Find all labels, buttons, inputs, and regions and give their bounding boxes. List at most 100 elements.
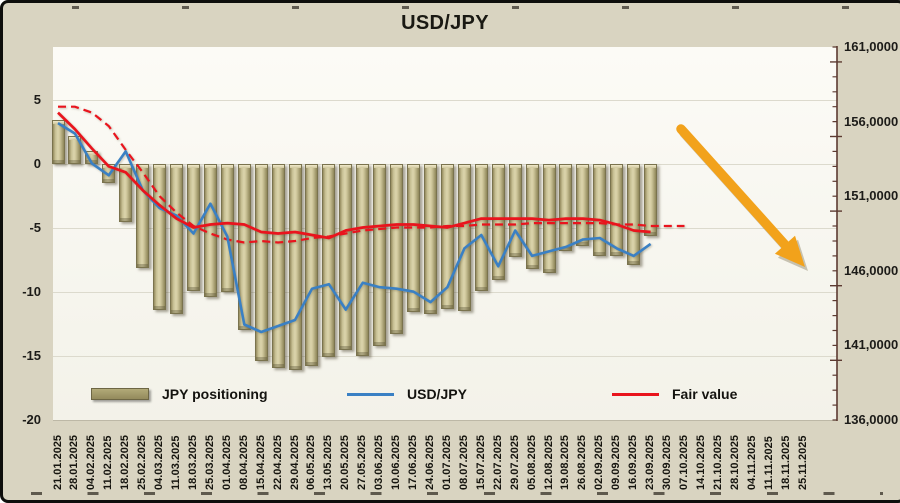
x-axis-date-label: 08.04.2025	[237, 434, 250, 490]
bar-jpy-positioning	[407, 164, 421, 313]
x-axis-date-label: 01.07.2025	[440, 434, 453, 490]
left-axis-tick-label: -5	[29, 220, 41, 235]
legend-item-jpy-positioning: JPY positioning	[91, 382, 268, 406]
bar-jpy-positioning	[288, 164, 302, 371]
legend-label: JPY positioning	[162, 386, 268, 402]
bar-jpy-positioning	[51, 120, 65, 164]
bar-jpy-positioning	[220, 164, 234, 292]
x-axis-date-label: 01.04.2025	[220, 434, 233, 490]
x-axis-date-label: 24.06.2025	[424, 434, 436, 490]
x-axis-date-label: 05.08.2025	[525, 434, 538, 490]
bar-jpy-positioning	[508, 164, 522, 258]
left-axis-tick-label: 0	[33, 156, 41, 171]
x-axis-date-label: 12.08.2025	[542, 434, 555, 490]
x-axis-date-label: 19.08.2025	[559, 434, 572, 490]
x-axis-date-label: 28.10.2025	[728, 434, 741, 490]
x-axis-date-label: 09.09.2025	[610, 434, 623, 490]
bar-jpy-positioning	[559, 164, 573, 252]
bar-jpy-positioning	[68, 135, 82, 164]
bar-jpy-positioning	[424, 164, 437, 314]
bar-jpy-positioning	[644, 164, 658, 236]
bar-jpy-positioning	[610, 164, 624, 257]
x-axis-date-label: 18.03.2025	[186, 434, 199, 490]
bar-jpy-positioning	[136, 164, 150, 268]
right-axis-tick-label: 136,0000	[844, 412, 899, 427]
bar-jpy-positioning	[542, 164, 556, 273]
left-axis-tick-label: -20	[22, 412, 41, 427]
x-axis-date-label: 14.10.2025	[694, 434, 707, 490]
gridline	[53, 356, 837, 357]
bar-jpy-positioning	[491, 164, 505, 281]
right-axis-tick-label: 146,0000	[844, 262, 899, 278]
x-axis-date-label: 13.05.2025	[322, 434, 335, 490]
bar-jpy-positioning	[170, 164, 184, 314]
legend-label: Fair value	[672, 386, 738, 402]
right-axis-tick-label: 151,0000	[844, 188, 899, 204]
legend-label: USD/JPY	[407, 386, 467, 402]
crop-artifact-marks-top	[3, 6, 900, 9]
x-axis-date-label: 30.09.2025	[661, 434, 674, 490]
left-axis-tick-label: -10	[22, 284, 41, 299]
x-axis-date-label: 29.07.2025	[508, 434, 521, 490]
x-axis-date-label: 28.01.2025	[68, 434, 81, 490]
x-axis-date-label: 21.01.2025	[51, 434, 64, 490]
legend-swatch-red-line-icon	[612, 392, 659, 396]
x-axis-date-label: 29.04.2025	[288, 434, 301, 490]
chart-title: USD/JPY	[401, 12, 489, 34]
right-axis-tick-label: 161,0000	[844, 39, 899, 54]
bar-jpy-positioning	[254, 164, 268, 362]
bar-jpy-positioning	[271, 164, 285, 368]
x-axis-date-label: 15.07.2025	[474, 434, 487, 490]
right-axis-tick-label: 156,0000	[844, 113, 899, 129]
bar-jpy-positioning	[186, 164, 200, 291]
bar-jpy-positioning	[373, 164, 387, 346]
bar-jpy-positioning	[339, 164, 353, 350]
bar-jpy-positioning	[525, 164, 539, 269]
x-axis-line	[53, 420, 837, 421]
x-axis-date-label: 26.08.2025	[576, 434, 589, 490]
x-axis-date-label: 11.02.2025	[102, 435, 115, 490]
x-axis-date-label: 04.03.2025	[153, 434, 166, 490]
bar-jpy-positioning	[119, 164, 133, 222]
x-axis-date-label: 25.11.2025	[796, 435, 809, 490]
bar-jpy-positioning	[440, 164, 454, 309]
bar-jpy-positioning	[474, 164, 488, 291]
bar-jpy-positioning	[390, 164, 404, 335]
x-axis-date-label: 16.09.2025	[627, 434, 640, 490]
x-axis-date-label: 27.05.2025	[356, 434, 369, 490]
x-axis-date-label: 03.06.2025	[373, 434, 386, 490]
x-axis-date-label: 22.07.2025	[491, 434, 504, 490]
bar-jpy-positioning	[153, 164, 167, 310]
bar-jpy-positioning	[322, 164, 336, 358]
gridline	[53, 100, 837, 101]
bar-jpy-positioning	[356, 164, 370, 356]
bar-jpy-positioning	[85, 151, 99, 164]
crop-artifact-marks-bottom	[31, 492, 883, 495]
x-axis-date-label: 10.06.2025	[390, 434, 403, 490]
x-axis-date-label: 18.11.2025	[779, 435, 792, 490]
x-axis-date-label: 11.11.2025	[762, 436, 775, 490]
bar-jpy-positioning	[203, 164, 217, 298]
x-axis-date-label: 02.09.2025	[593, 434, 606, 490]
x-axis-date-label: 17.06.2025	[407, 434, 420, 490]
legend-swatch-bar-icon	[91, 388, 149, 400]
x-axis-date-label: 15.04.2025	[254, 434, 267, 490]
bar-jpy-positioning	[237, 164, 251, 331]
x-axis-date-label: 25.03.2025	[203, 434, 216, 490]
x-axis-date-label: 07.10.2025	[677, 434, 690, 490]
x-axis-date-label: 20.05.2025	[339, 434, 352, 490]
x-axis-date-label: 06.05.2025	[305, 434, 318, 490]
left-axis-tick-label: -15	[22, 348, 41, 363]
x-axis-date-label: 18.02.2025	[119, 434, 132, 490]
x-axis-date-label: 23.09.2025	[644, 434, 657, 490]
left-axis-tick-label: 5	[33, 92, 41, 107]
x-axis-date-label: 04.11.2025	[745, 435, 758, 490]
x-axis-date-label: 08.07.2025	[457, 434, 470, 490]
bar-jpy-positioning	[102, 164, 116, 184]
x-axis-date-label: 22.04.2025	[271, 434, 284, 490]
x-axis-date-label: 21.10.2025	[711, 434, 724, 490]
bar-jpy-positioning	[627, 164, 641, 266]
x-axis-date-label: 25.02.2025	[136, 434, 149, 490]
x-axis-date-label: 04.02.2025	[85, 434, 98, 490]
